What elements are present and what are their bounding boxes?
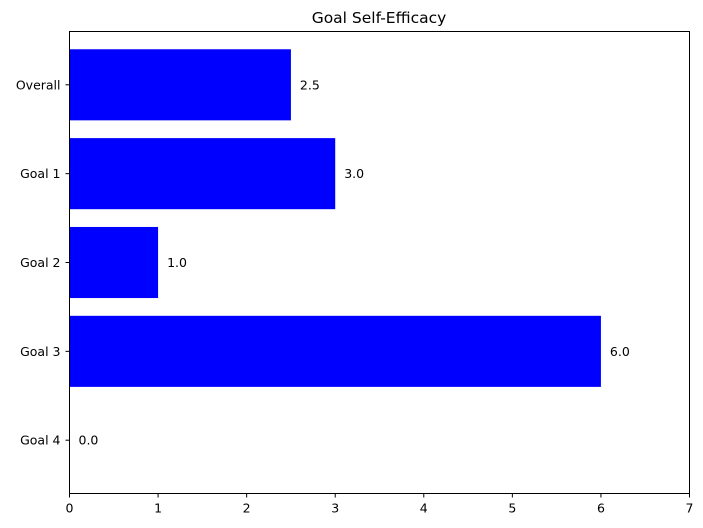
y-tick-label: Goal 4 — [20, 433, 60, 448]
bar — [69, 138, 336, 210]
bar-value-label: 1.0 — [167, 255, 187, 270]
y-tick-label: Goal 1 — [20, 166, 60, 181]
x-tick-label: 6 — [597, 501, 605, 516]
bar-value-label: 0.0 — [79, 433, 99, 448]
bars-group: 2.5 3.0 1.0 6.0 0.0 — [69, 49, 630, 448]
y-tick-labels: Overall Goal 1 Goal 2 Goal 3 Goal 4 — [16, 77, 70, 448]
x-tick-label: 0 — [66, 501, 74, 516]
y-tick-label: Goal 2 — [20, 255, 60, 270]
y-tick-label: Goal 3 — [20, 344, 60, 359]
bar — [69, 226, 159, 299]
x-axis-ticks: 0 1 2 3 4 5 6 7 — [66, 493, 694, 516]
y-tick-label: Overall — [16, 77, 61, 92]
bar-value-label: 3.0 — [344, 166, 364, 181]
bar — [69, 315, 601, 387]
bar-value-label: 2.5 — [300, 77, 320, 92]
x-tick-label: 7 — [686, 501, 694, 516]
x-tick-label: 3 — [331, 501, 339, 516]
bar-value-label: 6.0 — [610, 344, 630, 359]
x-tick-label: 2 — [243, 501, 251, 516]
x-tick-label: 5 — [508, 501, 516, 516]
chart-title: Goal Self-Efficacy — [312, 9, 447, 27]
x-tick-label: 4 — [420, 501, 428, 516]
x-tick-label: 1 — [154, 501, 162, 516]
plot-frame — [69, 31, 690, 494]
bar — [69, 49, 291, 121]
